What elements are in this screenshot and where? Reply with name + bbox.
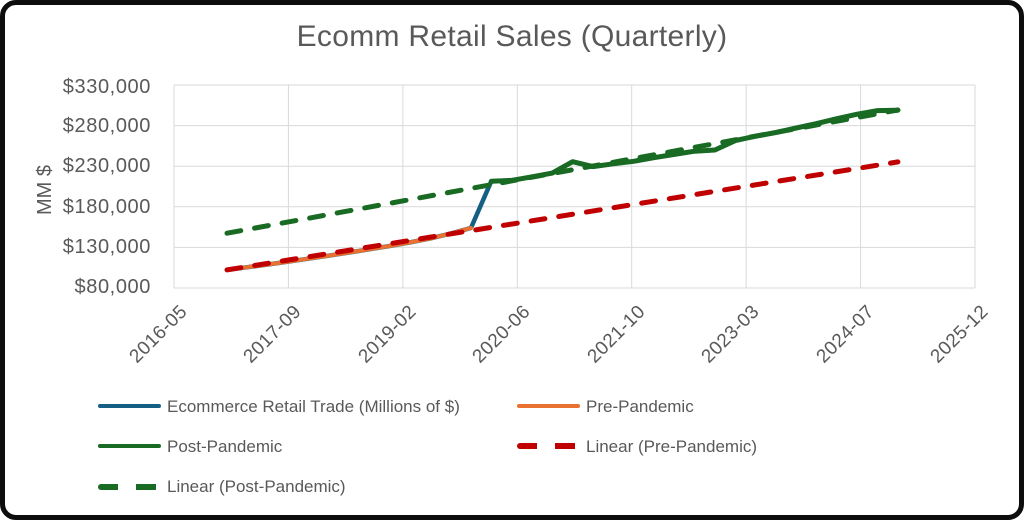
y-tick-label: $180,000 (62, 196, 151, 218)
legend-swatch-linear-post-pandemic (98, 484, 161, 490)
y-tick-label: $330,000 (62, 76, 151, 98)
legend-swatch-linear-pre-pandemic (517, 443, 580, 449)
gridlines (173, 84, 976, 289)
legend-swatch-ecommerce-retail-trade (98, 404, 161, 408)
legend-label-post-pandemic: Post-Pandemic (167, 437, 283, 456)
legend-swatch-post-pandemic (98, 444, 161, 448)
y-tick-label: $280,000 (62, 115, 151, 137)
legend-label-linear-post-pandemic: Linear (Post-Pandemic) (167, 477, 346, 496)
chart-title: Ecomm Retail Sales (Quarterly) (296, 20, 728, 53)
series-lines (224, 107, 901, 273)
y-tick-label: $130,000 (62, 236, 151, 258)
legend-label-linear-pre-pandemic: Linear (Pre-Pandemic) (586, 437, 758, 456)
legend-label-pre-pandemic: Pre-Pandemic (586, 397, 694, 416)
series-linear-pre-pandemic- (224, 159, 901, 273)
series-ecommerce-retail-trade-millions-of- (224, 107, 901, 273)
y-tick-label: $230,000 (62, 155, 151, 177)
legend-label-ecommerce-retail-trade: Ecommerce Retail Trade (Millions of $) (167, 397, 460, 416)
series-linear-post-pandemic- (224, 107, 901, 236)
y-tick-label: $80,000 (74, 276, 151, 298)
series-post-pandemic (488, 107, 901, 184)
legend-swatch-pre-pandemic (517, 404, 580, 408)
